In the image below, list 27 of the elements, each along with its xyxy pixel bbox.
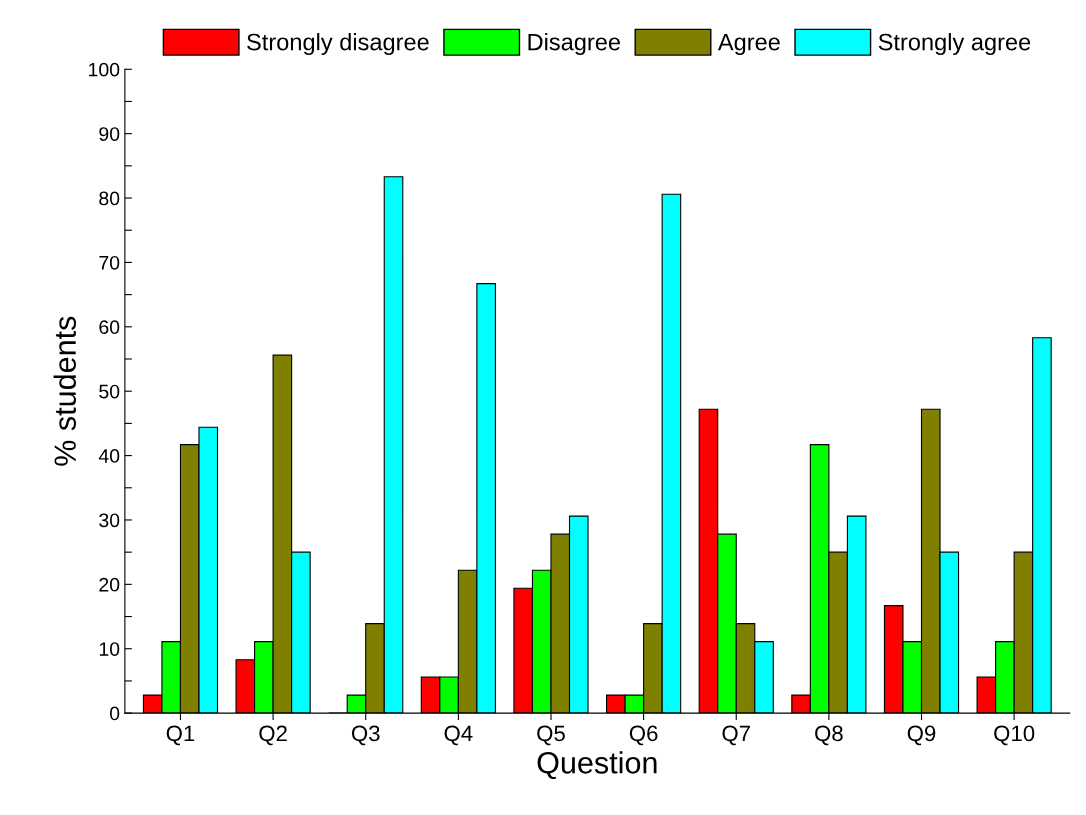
y-tick-label: 30 bbox=[99, 513, 120, 528]
x-tick-label: Q3 bbox=[351, 725, 380, 746]
x-tick-label: Q1 bbox=[166, 725, 195, 746]
legend-label: Disagree bbox=[528, 33, 621, 56]
x-tick-label: Q9 bbox=[907, 725, 936, 746]
y-tick-label: 60 bbox=[99, 320, 120, 335]
x-tick-label: Q5 bbox=[537, 725, 565, 746]
y-tick-label: 40 bbox=[98, 449, 120, 463]
legend-label: Strongly disagree bbox=[247, 33, 429, 56]
x-tick-label: Q8 bbox=[815, 725, 843, 746]
y-axis-title: % students bbox=[53, 316, 76, 466]
x-tick-label: Q6 bbox=[629, 725, 658, 746]
x-tick-label: Q2 bbox=[259, 725, 287, 746]
x-tick-label: Q10 bbox=[994, 725, 1035, 746]
y-tick-label: 10 bbox=[99, 642, 120, 656]
y-tick-label: 70 bbox=[99, 255, 120, 270]
x-tick-label: Q7 bbox=[722, 725, 750, 746]
y-tick-label: 50 bbox=[99, 384, 120, 399]
y-tick-label: 90 bbox=[99, 127, 120, 141]
legend-label: Strongly agree bbox=[878, 33, 1031, 56]
y-tick-label: 20 bbox=[99, 577, 120, 592]
y-tick-label: 100 bbox=[89, 62, 120, 77]
legend-label: Agree bbox=[717, 33, 780, 56]
y-tick-label: 80 bbox=[99, 191, 120, 206]
x-tick-label: Q4 bbox=[444, 725, 473, 746]
y-tick-label: 0 bbox=[109, 706, 120, 721]
x-axis-title: Question bbox=[537, 751, 657, 780]
